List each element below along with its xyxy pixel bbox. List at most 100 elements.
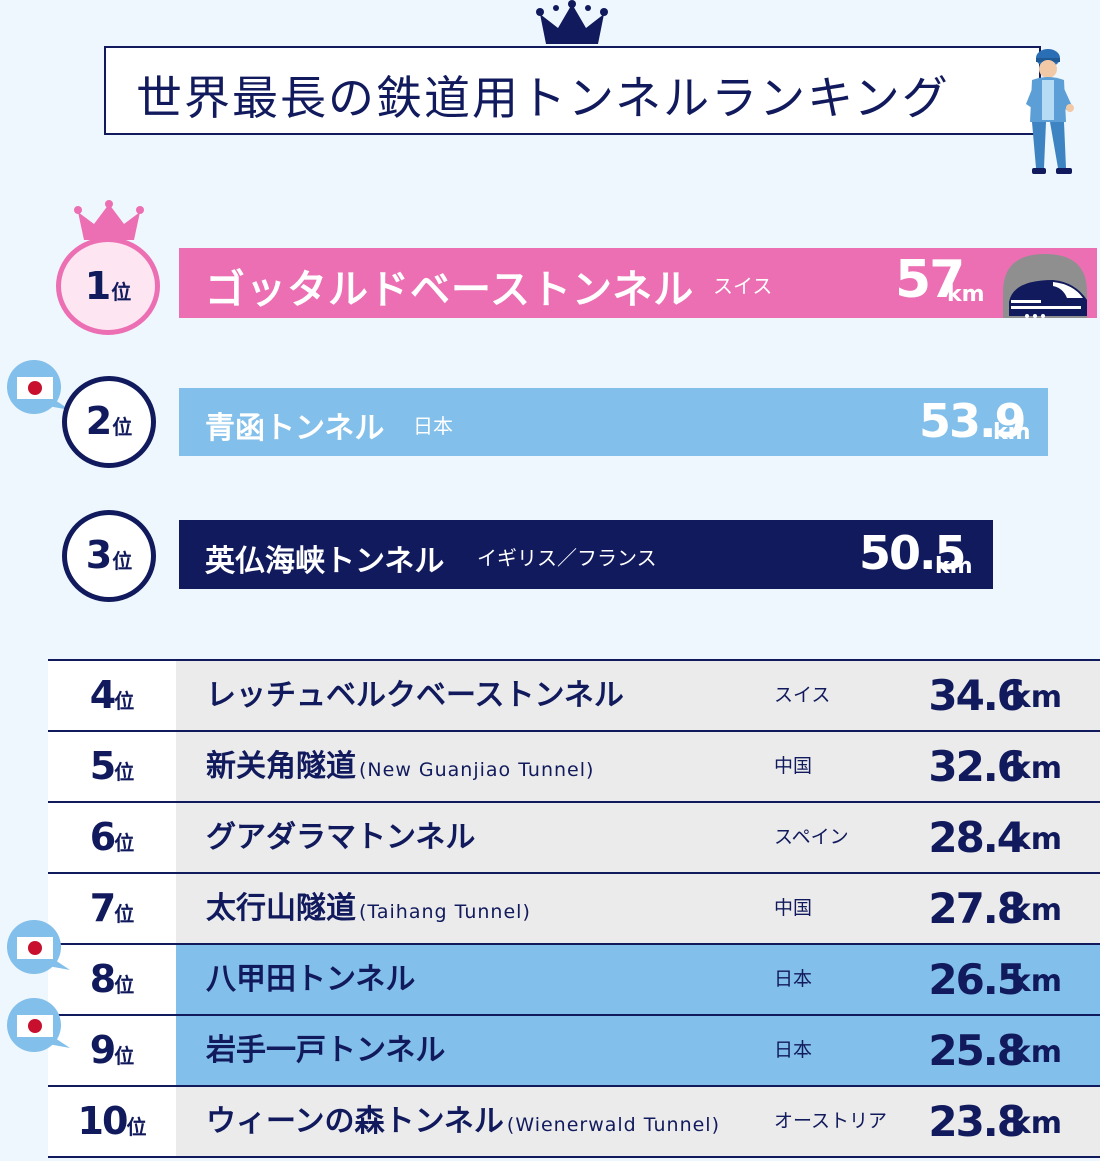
rank-cell: 7位 (48, 874, 176, 943)
japan-flag-icon (7, 360, 70, 414)
row-content: 太行山隧道 (Taihang Tunnel) 中国 27.8 km (176, 874, 1100, 943)
tunnel-country: スイス (774, 684, 831, 706)
rank-unit: 位 (112, 415, 133, 439)
japan-flag-icon (7, 998, 70, 1052)
rank-number: 3 (85, 533, 112, 577)
tunnel-country: 日本 (774, 968, 813, 990)
tunnel-country: スイス (713, 274, 773, 298)
length-unit: km (935, 554, 973, 579)
length-unit: km (1010, 751, 1062, 786)
tunnel-country: 日本 (413, 414, 453, 438)
rank-unit: 位 (114, 902, 135, 926)
rank-unit: 位 (114, 689, 135, 713)
rank-number: 6 (89, 815, 116, 859)
rank-number: 4 (89, 673, 116, 717)
tunnel-name-english: (Wienerwald Tunnel) (506, 1114, 720, 1136)
rank-cell: 6位 (48, 803, 176, 872)
table-row-rank-6: 6位 グアダラマトンネル スペイン 28.4 km (48, 801, 1100, 872)
length-unit: km (947, 282, 985, 307)
tunnel-country: 中国 (774, 897, 813, 919)
tunnel-length-value: 34.6 (928, 671, 1026, 720)
rank-crown-icon (74, 200, 144, 240)
rank-cell: 4位 (48, 661, 176, 730)
bar-rank-3: 英仏海峡トンネル イギリス／フランス 50.5 km (179, 520, 993, 589)
tunnel-name: 八甲田トンネル (206, 962, 416, 997)
tunnel-country: オーストリア (774, 1110, 888, 1132)
tunnel-length-value: 23.8 (928, 1097, 1026, 1146)
rank-number: 9 (89, 1028, 116, 1072)
rank-unit: 位 (114, 831, 135, 855)
tunnel-length-value: 32.6 (928, 742, 1026, 791)
table-row-rank-10: 10位 ウィーンの森トンネル (Wienerwald Tunnel) オーストリア… (48, 1085, 1100, 1158)
tunnel-name: 英仏海峡トンネル (205, 544, 445, 579)
row-content: ウィーンの森トンネル (Wienerwald Tunnel) オーストリア 23.… (176, 1087, 1100, 1156)
tunnel-name: 新关角隧道 (New Guanjiao Tunnel) (206, 749, 595, 784)
tunnel-length-value: 53.9 (919, 394, 1026, 448)
row-content: 岩手一戸トンネル 日本 25.8 km (176, 1016, 1100, 1085)
length-unit: km (1010, 893, 1062, 928)
length-unit: km (1010, 1106, 1062, 1141)
tunnel-length-value: 57 (895, 250, 965, 310)
row-content: グアダラマトンネル スペイン 28.4 km (176, 803, 1100, 872)
rank-cell: 5位 (48, 732, 176, 801)
tunnel-name: 青函トンネル (205, 411, 385, 446)
tunnel-name: レッチュベルクベーストンネル (206, 678, 624, 713)
rank-unit: 位 (114, 1044, 135, 1068)
length-unit: km (993, 420, 1031, 445)
table-row-rank-5: 5位 新关角隧道 (New Guanjiao Tunnel) 中国 32.6 km (48, 730, 1100, 801)
rank-number: 5 (89, 744, 116, 788)
tunnel-name: 岩手一戸トンネル (206, 1033, 446, 1068)
rank-cell: 9位 (48, 1016, 176, 1085)
tunnel-length-value: 50.5 (859, 526, 966, 580)
length-unit: km (1010, 1035, 1062, 1070)
rank-number: 2 (85, 399, 112, 443)
rank-cell: 8位 (48, 945, 176, 1014)
tunnel-name: ウィーンの森トンネル (Wienerwald Tunnel) (206, 1104, 720, 1139)
tunnel-country: スペイン (774, 826, 849, 848)
tunnel-length-value: 28.4 (928, 813, 1026, 862)
rank-number: 7 (89, 886, 116, 930)
row-content: 新关角隧道 (New Guanjiao Tunnel) 中国 32.6 km (176, 732, 1100, 801)
tunnel-country: イギリス／フランス (477, 546, 657, 570)
table-row-rank-7: 7位 太行山隧道 (Taihang Tunnel) 中国 27.8 km (48, 872, 1100, 943)
tunnel-country: 日本 (774, 1039, 813, 1061)
title-box: 世界最長の鉄道用トンネルランキング (104, 46, 1041, 135)
tunnel-name: ゴッタルドベーストンネル (205, 267, 695, 313)
tunnel-length-value: 27.8 (928, 884, 1026, 933)
rank-number: 8 (89, 957, 116, 1001)
bar-rank-1: ゴッタルドベーストンネル スイス 57 km (179, 248, 1097, 318)
rank-unit: 位 (114, 973, 135, 997)
rank-cell: 10位 (48, 1087, 176, 1156)
tunnel-name: 太行山隧道 (Taihang Tunnel) (206, 891, 531, 926)
rank-unit: 位 (126, 1115, 147, 1139)
page-title: 世界最長の鉄道用トンネルランキング (136, 71, 950, 125)
table-row-rank-9: 9位 岩手一戸トンネル 日本 25.8 km (48, 1014, 1100, 1085)
length-unit: km (1010, 964, 1062, 999)
tunnel-name-english: (Taihang Tunnel) (359, 901, 531, 923)
tunnel-name: グアダラマトンネル (206, 820, 476, 855)
table-row-rank-8: 8位 八甲田トンネル 日本 26.5 km (48, 943, 1100, 1014)
rank-number: 1 (84, 264, 111, 308)
row-content: 八甲田トンネル 日本 26.5 km (176, 945, 1100, 1014)
table-row-rank-4: 4位 レッチュベルクベーストンネル スイス 34.6 km (48, 659, 1100, 730)
crown-icon (536, 0, 608, 44)
tunnel-country: 中国 (774, 755, 813, 777)
tunnel-length-value: 26.5 (928, 955, 1026, 1004)
rank-unit: 位 (114, 760, 135, 784)
japan-flag-icon (7, 920, 70, 974)
rank-number: 10 (77, 1099, 129, 1143)
row-content: レッチュベルクベーストンネル スイス 34.6 km (176, 661, 1100, 730)
bar-rank-2: 青函トンネル 日本 53.9 km (179, 388, 1048, 456)
railway-worker-illustration (1026, 49, 1074, 174)
rank-unit: 位 (112, 549, 133, 573)
tunnel-train-icon (1003, 254, 1087, 318)
length-unit: km (1010, 822, 1062, 857)
rank-unit: 位 (111, 280, 132, 304)
length-unit: km (1010, 680, 1062, 715)
tunnel-name-english: (New Guanjiao Tunnel) (359, 759, 595, 781)
tunnel-length-value: 25.8 (928, 1026, 1026, 1075)
ranking-table: 4位 レッチュベルクベーストンネル スイス 34.6 km 5位 新关角隧道 (N… (48, 659, 1100, 1158)
